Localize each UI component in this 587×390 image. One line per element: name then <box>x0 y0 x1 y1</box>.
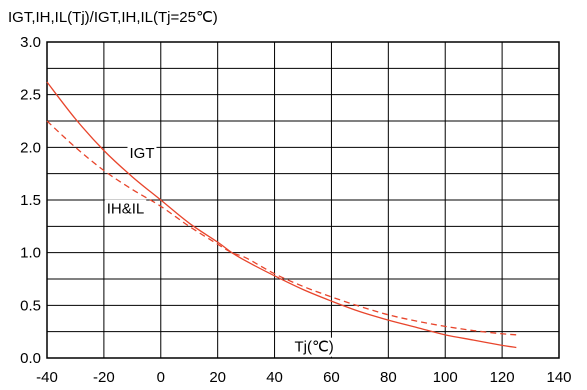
x-tick-label: 120 <box>490 369 515 386</box>
series-line-ih-il <box>46 120 517 336</box>
y-tick-label: 3.0 <box>20 34 41 51</box>
x-axis-unit-label: Tj(℃) <box>294 339 333 356</box>
x-tick-label: -40 <box>36 369 58 386</box>
x-tick-label: 60 <box>323 369 340 386</box>
igt-label-background <box>127 143 157 163</box>
tj-label-background <box>292 337 336 357</box>
y-tick-label: 2.0 <box>20 139 41 156</box>
x-tick-labels: -40 -20 0 20 40 60 80 100 120 140 <box>36 369 571 386</box>
y-tick-label: 1.0 <box>20 245 41 262</box>
x-tick-label: 140 <box>546 369 571 386</box>
x-tick-label: 40 <box>266 369 283 386</box>
x-tick-label: 80 <box>380 369 397 386</box>
x-tick-label: 20 <box>209 369 226 386</box>
plot-frame <box>46 41 560 359</box>
ihil-label-background <box>104 199 147 219</box>
y-tick-label: 1.5 <box>20 192 41 209</box>
ihil-series-label: IH&IL <box>107 201 145 218</box>
y-tick-label: 0.0 <box>20 350 41 367</box>
x-tick-label: 100 <box>433 369 458 386</box>
x-tick-label: 0 <box>157 369 165 386</box>
y-tick-labels: 0.0 0.5 1.0 1.5 2.0 2.5 3.0 <box>20 34 41 367</box>
x-tick-label: -20 <box>93 369 115 386</box>
y-tick-label: 2.5 <box>20 87 41 104</box>
series-lines <box>46 81 517 349</box>
y-tick-label: 0.5 <box>20 297 41 314</box>
igt-series-label: IGT <box>129 145 154 162</box>
y-axis-label: IGT,IH,IL(Tj)/IGT,IH,IL(Tj=25℃) <box>8 9 218 26</box>
series-line-igt <box>46 81 517 349</box>
plot-border <box>46 41 560 359</box>
